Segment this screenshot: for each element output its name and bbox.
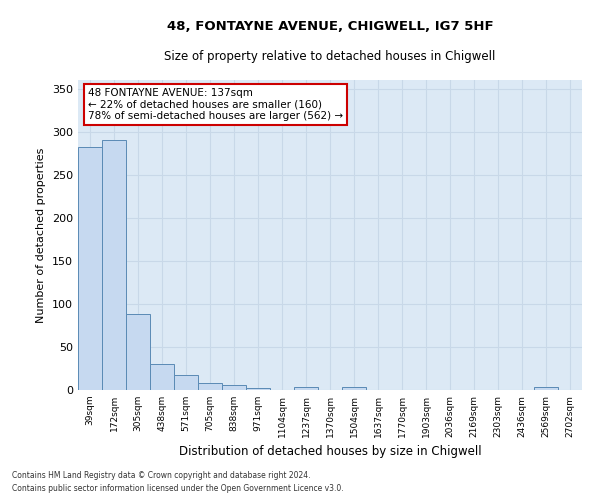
Bar: [102, 140, 126, 390]
Text: Size of property relative to detached houses in Chigwell: Size of property relative to detached ho…: [164, 50, 496, 63]
Text: Contains public sector information licensed under the Open Government Licence v3: Contains public sector information licen…: [12, 484, 344, 493]
Y-axis label: Number of detached properties: Number of detached properties: [37, 148, 46, 322]
Bar: [78, 147, 102, 390]
Text: Contains HM Land Registry data © Crown copyright and database right 2024.: Contains HM Land Registry data © Crown c…: [12, 470, 311, 480]
Text: 48 FONTAYNE AVENUE: 137sqm
← 22% of detached houses are smaller (160)
78% of sem: 48 FONTAYNE AVENUE: 137sqm ← 22% of deta…: [88, 88, 343, 121]
Bar: [534, 388, 558, 390]
Bar: [126, 314, 150, 390]
Bar: [222, 385, 246, 390]
Bar: [246, 388, 270, 390]
Bar: [198, 383, 222, 390]
Bar: [342, 386, 366, 390]
Bar: [150, 364, 174, 390]
X-axis label: Distribution of detached houses by size in Chigwell: Distribution of detached houses by size …: [179, 446, 481, 458]
Bar: [174, 376, 198, 390]
Bar: [294, 386, 318, 390]
Text: 48, FONTAYNE AVENUE, CHIGWELL, IG7 5HF: 48, FONTAYNE AVENUE, CHIGWELL, IG7 5HF: [167, 20, 493, 33]
